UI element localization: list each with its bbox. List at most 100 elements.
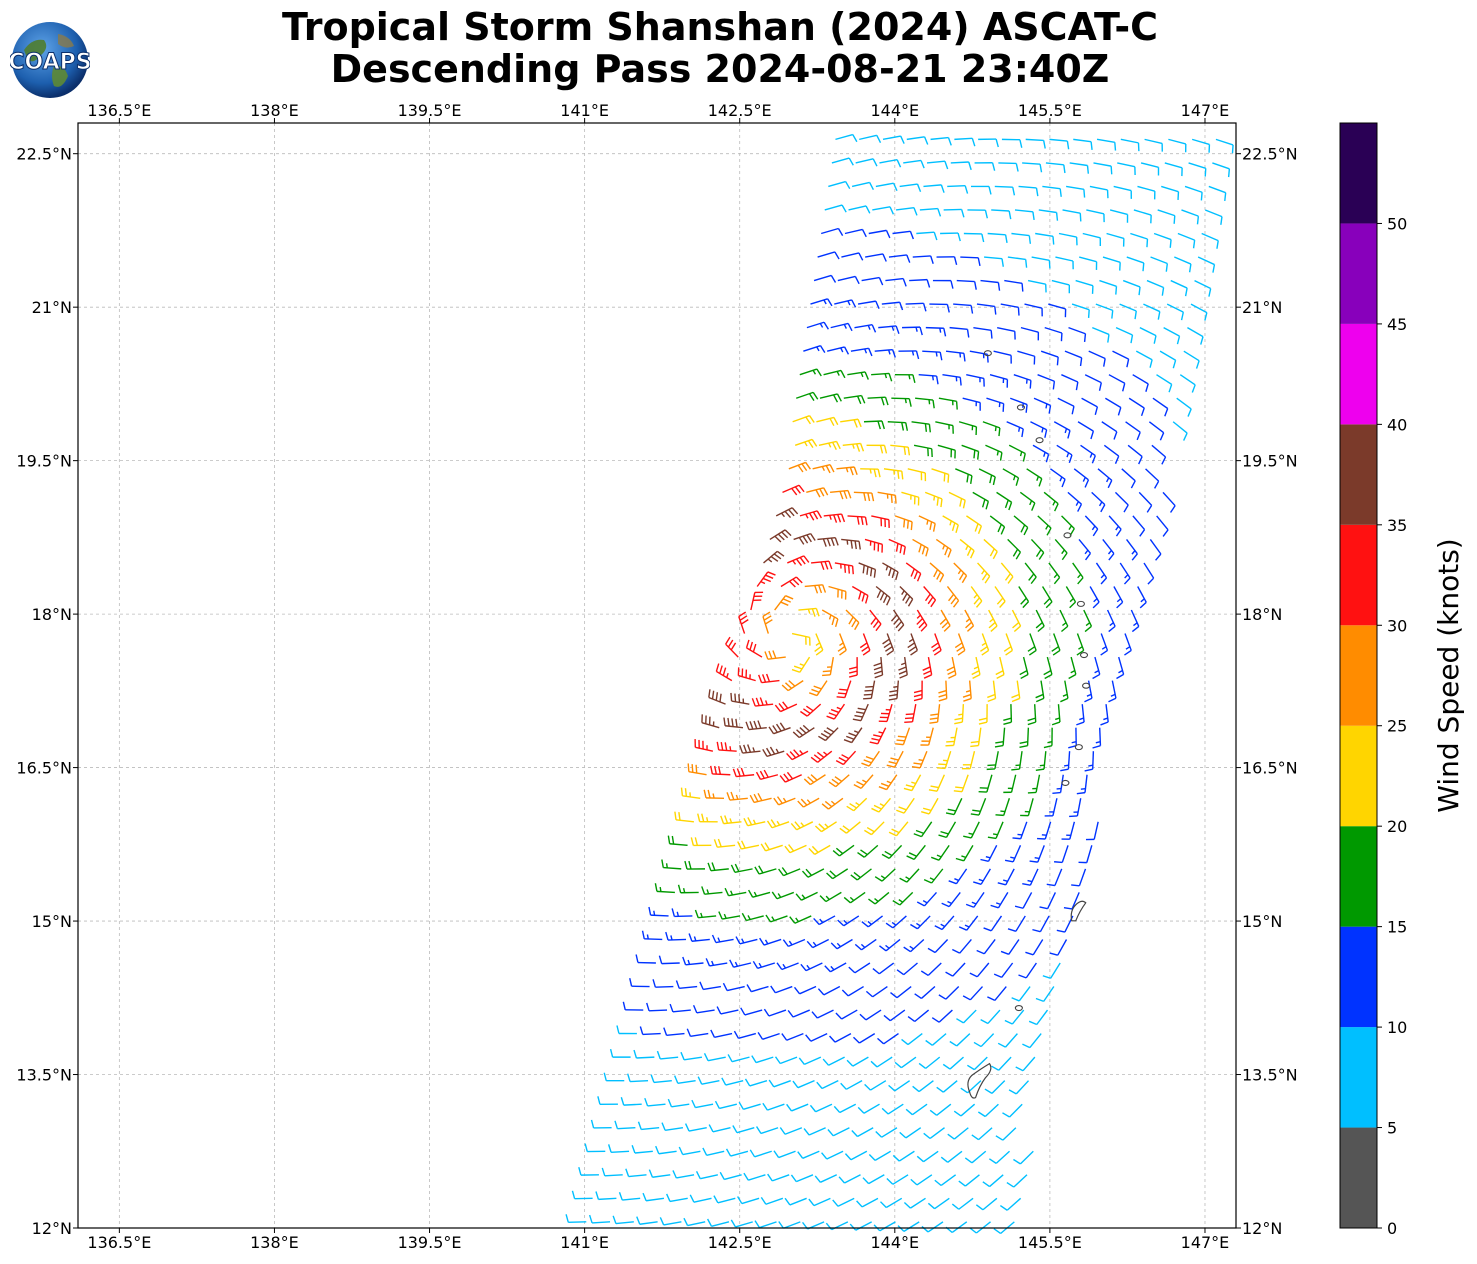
barb-staff (969, 986, 984, 1001)
wind-barb (929, 704, 941, 724)
barb-feather (927, 596, 934, 605)
barb-feather (1003, 646, 1012, 652)
wind-barb (963, 821, 980, 839)
wind-barb (821, 1150, 844, 1160)
barb-staff (842, 750, 857, 765)
wind-barb (798, 607, 820, 617)
barb-staff (942, 515, 959, 526)
barb-half-feather (849, 896, 855, 902)
wind-barb (954, 137, 976, 147)
barb-feather (828, 560, 833, 570)
barb-staff (615, 1221, 634, 1225)
wind-barb (872, 206, 895, 215)
wind-barb (778, 1221, 801, 1229)
wind-barb (901, 1033, 923, 1046)
wind-barb (790, 821, 814, 831)
barb-feather (811, 439, 818, 447)
wind-barb (1176, 397, 1192, 417)
wind-barb (888, 680, 900, 701)
lat-tick-label-right: 15°N (1242, 912, 1282, 931)
barb-staff (957, 633, 966, 651)
barb-staff (1024, 303, 1043, 309)
barb-feather (873, 734, 882, 738)
barb-staff (1008, 939, 1020, 955)
colorbar-bin-3 (1340, 826, 1377, 927)
wind-barb (1076, 704, 1085, 726)
barb-staff (881, 868, 896, 882)
barb-feather (938, 763, 947, 766)
wind-barb (1007, 915, 1026, 932)
wind-barb (848, 962, 871, 974)
barb-feather (864, 516, 868, 526)
barb-half-feather (828, 442, 832, 448)
barb-staff (1037, 515, 1052, 529)
barb-feather (715, 692, 719, 701)
barb-feather (871, 807, 880, 813)
barb-staff (996, 491, 1012, 503)
barb-staff (1120, 138, 1139, 144)
barb-half-feather (901, 590, 905, 595)
wind-barb (826, 868, 849, 880)
barb-feather (755, 1126, 762, 1134)
wind-barb (988, 609, 998, 632)
barb-feather (930, 255, 934, 264)
barb-staff (736, 774, 755, 778)
barb-feather (903, 519, 906, 528)
barb-staff (668, 938, 687, 941)
barb-staff (1081, 704, 1085, 723)
wind-barb (987, 680, 997, 703)
wind-barb (792, 1080, 815, 1089)
barb-feather (935, 375, 939, 385)
barb-staff (836, 938, 853, 950)
barb-staff (1040, 680, 1045, 699)
barb-feather (684, 788, 688, 797)
barb-feather (938, 994, 947, 1000)
barb-feather (886, 649, 894, 656)
barb-feather (1035, 187, 1039, 197)
wind-barb (1028, 1009, 1049, 1026)
barb-staff (945, 680, 948, 699)
wind-barb (644, 1097, 666, 1107)
wind-barb (737, 667, 756, 682)
barb-feather (856, 516, 860, 525)
barb-staff (725, 725, 744, 729)
barb-staff (1069, 821, 1076, 840)
wind-barb (1084, 515, 1099, 537)
wind-barb (737, 1196, 760, 1205)
barb-feather (791, 668, 801, 673)
barb-feather (849, 467, 854, 476)
wind-barb (1037, 821, 1052, 840)
barb-staff (1016, 680, 1021, 699)
barb-feather (959, 498, 963, 507)
barb-staff (886, 703, 893, 722)
wind-barb (947, 184, 969, 194)
wind-barb (1076, 774, 1088, 795)
barb-feather (987, 996, 996, 1002)
barb-feather (1051, 721, 1061, 726)
barb-feather (829, 1035, 836, 1043)
barb-feather (899, 877, 908, 883)
barb-feather (813, 685, 822, 690)
barb-feather (805, 1034, 812, 1042)
barb-feather (929, 1109, 938, 1116)
barb-feather (1012, 548, 1019, 557)
barb-feather (884, 396, 889, 406)
barb-half-feather (653, 910, 656, 916)
wind-barb (842, 442, 865, 452)
barb-staff (1181, 209, 1199, 217)
barb-half-feather (816, 346, 820, 352)
barb-feather (943, 473, 946, 482)
wind-barb (848, 205, 871, 214)
wind-barb (861, 750, 880, 767)
barb-staff (975, 656, 981, 675)
barb-feather (932, 399, 935, 409)
barb-half-feather (965, 545, 969, 551)
barb-half-feather (682, 888, 686, 893)
barb-staff (1156, 515, 1169, 531)
wind-barb (1092, 656, 1101, 680)
wind-barb (1043, 727, 1053, 749)
barb-half-feather (1133, 622, 1138, 627)
barb-staff (867, 396, 886, 399)
wind-barb (906, 844, 926, 861)
barb-staff (1031, 256, 1050, 261)
